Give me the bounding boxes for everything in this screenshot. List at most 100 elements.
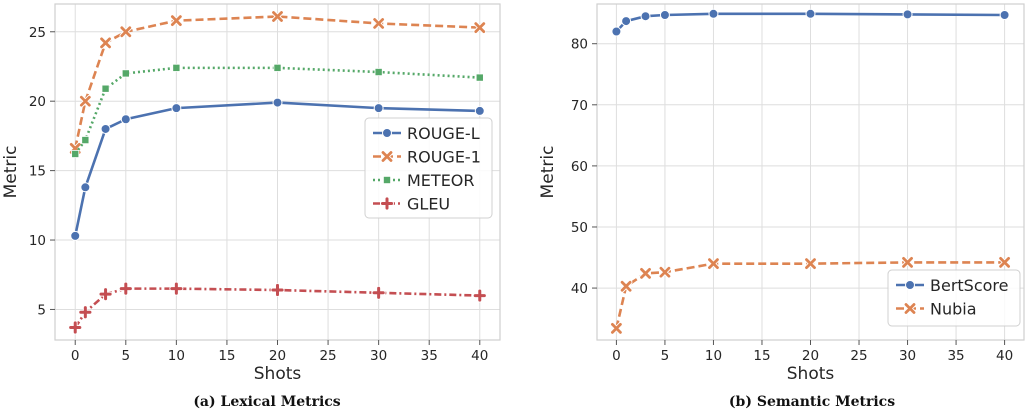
series-line [73, 15, 480, 149]
series-line [74, 287, 480, 329]
x-tick-label: 20 [269, 348, 286, 364]
data-point-stroke [119, 282, 132, 295]
data-point-stroke [79, 306, 92, 319]
series-meteor [71, 63, 484, 158]
series-bertscore [611, 8, 1010, 37]
y-axis-label: Metric [1, 146, 21, 199]
legend-label: METEOR [407, 171, 475, 190]
data-point [120, 114, 131, 125]
legend-swatch-marker-stroke [381, 151, 393, 162]
y-tick-label: 80 [571, 37, 588, 53]
x-tick-label: 35 [947, 348, 964, 364]
x-tick-label: 35 [421, 348, 438, 364]
data-point-stroke [474, 22, 486, 34]
data-point [639, 267, 652, 280]
y-tick-label: 20 [29, 94, 46, 110]
y-tick-label: 60 [571, 159, 588, 175]
y-tick-label: 5 [37, 302, 46, 318]
data-point-stroke [79, 95, 91, 107]
data-point-stroke [99, 288, 112, 301]
legend-swatch-marker [382, 175, 391, 184]
data-point-stroke [708, 258, 719, 270]
data-point [119, 25, 133, 39]
y-tick-label: 10 [29, 233, 46, 249]
series-line [74, 66, 480, 155]
x-tick-label: 25 [319, 348, 336, 364]
series-gleu [68, 281, 487, 335]
y-tick-label: 70 [571, 98, 588, 114]
data-point [81, 136, 90, 145]
data-point [658, 265, 672, 279]
series-rouge-1 [68, 10, 487, 155]
series-nubia [610, 256, 1011, 335]
data-point [472, 288, 487, 303]
data-point [374, 68, 383, 77]
data-point [272, 97, 283, 108]
x-tick-label: 15 [218, 348, 235, 364]
data-point [901, 256, 914, 269]
data-point [999, 9, 1010, 20]
data-point [171, 103, 182, 114]
data-point [640, 11, 651, 22]
data-point [619, 279, 633, 293]
data-point [473, 21, 487, 34]
data-point [79, 94, 92, 108]
data-point [902, 9, 913, 20]
legend-label: ROUGE-1 [407, 148, 481, 167]
data-point [707, 257, 720, 270]
data-point [475, 73, 484, 82]
x-tick-label: 30 [899, 348, 916, 364]
x-tick-label: 15 [753, 348, 770, 364]
legend-label: Nubia [930, 300, 977, 319]
data-point [172, 63, 181, 72]
y-tick-label: 25 [29, 25, 46, 41]
data-point-stroke [272, 11, 283, 22]
x-axis-label: Shots [787, 364, 835, 384]
data-point [98, 287, 113, 302]
data-point [805, 8, 816, 19]
data-point-stroke [373, 18, 385, 29]
x-tick-label: 5 [661, 348, 670, 364]
data-point [271, 10, 284, 23]
data-point [659, 9, 670, 20]
data-point [118, 281, 133, 296]
x-tick-label: 0 [612, 348, 621, 364]
data-point [474, 105, 485, 116]
data-point-stroke [640, 268, 651, 279]
y-tick-label: 50 [571, 220, 588, 236]
data-point [68, 320, 83, 335]
x-tick-label: 25 [850, 348, 867, 364]
legend-swatch-marker [903, 302, 917, 315]
y-tick-label: 15 [29, 164, 46, 180]
legend-label: BertScore [930, 276, 1008, 295]
legend-swatch-marker-stroke [904, 303, 916, 314]
data-point [78, 305, 93, 320]
data-point [80, 182, 91, 193]
data-point [621, 16, 632, 27]
data-point-stroke [170, 15, 182, 27]
series-line [73, 101, 480, 237]
data-point [371, 285, 386, 300]
y-tick-label: 40 [571, 281, 588, 297]
x-axis-label: Shots [254, 364, 302, 384]
data-point-stroke [271, 283, 284, 297]
y-axis-label: Metric [538, 146, 558, 199]
data-point-stroke [170, 282, 183, 295]
data-point-stroke [659, 266, 671, 278]
x-tick-label: 5 [121, 348, 130, 364]
data-point [610, 322, 623, 335]
chart-1: 0 5 10 15 20 25 30 35 40 5 10 15 20 25 Shots Metric ROUG… [1, 3, 501, 384]
data-point [121, 69, 130, 78]
data-point [373, 103, 384, 114]
legend-swatch-marker [380, 196, 394, 211]
data-point-stroke [805, 258, 816, 270]
data-point-stroke [620, 280, 632, 292]
series-rouge-l [70, 97, 485, 241]
data-point-stroke [69, 321, 82, 334]
caption-semantic: (b) Semantic Metrics [728, 394, 896, 410]
data-point [100, 123, 111, 134]
x-tick-label: 10 [705, 348, 722, 364]
data-point [71, 149, 80, 158]
legend: ROUGE-L ROUGE-1 METEOR GLEU [364, 117, 493, 219]
data-point-stroke [473, 289, 486, 302]
